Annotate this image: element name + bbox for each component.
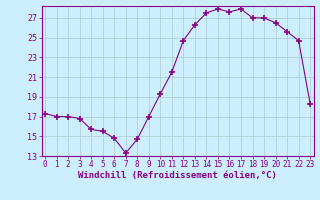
X-axis label: Windchill (Refroidissement éolien,°C): Windchill (Refroidissement éolien,°C) xyxy=(78,171,277,180)
